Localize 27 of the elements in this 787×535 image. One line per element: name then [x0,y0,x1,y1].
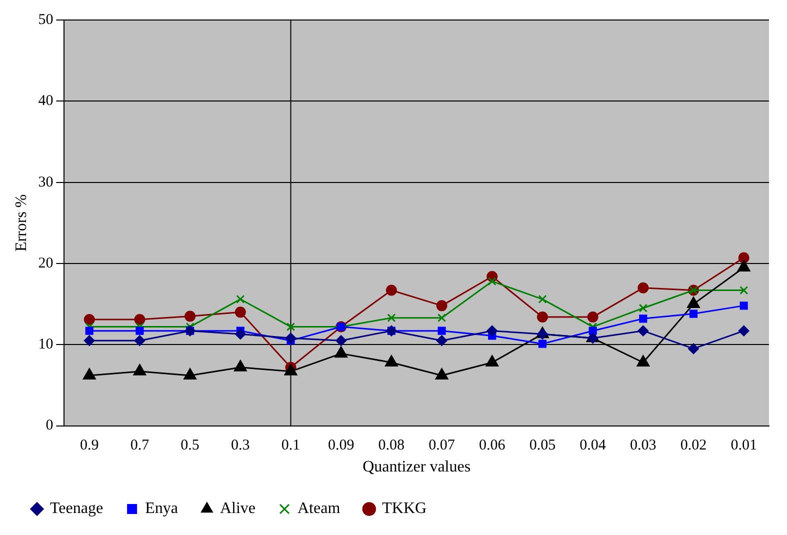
x-tick-label: 0.09 [328,438,354,454]
x-tick-label: 0.04 [580,438,606,454]
y-axis-title: Errors % [12,194,30,252]
x-tick-label: 0.3 [231,438,250,454]
x-tick-label: 0.1 [281,438,300,454]
x-tick-label: 0.5 [180,438,200,454]
x-tick-label: 0.7 [130,438,150,454]
x-tick-label: 0.9 [80,438,99,454]
y-tick-label: 40 [38,93,54,110]
legend-label: Enya [145,500,178,518]
legend-label: Alive [220,500,256,518]
y-tick-label: 30 [38,174,54,190]
x-tick-label: 0.05 [529,438,556,454]
legend-label: Teenage [50,500,104,518]
x-tick-label: 0.06 [478,438,506,454]
y-tick-label: 50 [38,12,54,28]
legend-label: Ateam [297,500,341,518]
x-tick-label: 0.07 [428,438,456,454]
x-tick-label: 0.02 [680,438,707,454]
y-tick-label: 10 [38,336,54,353]
y-tick-label: 0 [46,418,54,434]
x-tick-label: 0.01 [730,438,757,454]
x-axis-title: Quantizer values [362,458,471,476]
x-tick-label: 0.08 [378,438,405,454]
x-tick-label: 0.03 [630,438,656,454]
legend-label: TKKG [382,500,428,518]
y-tick-label: 20 [38,255,54,272]
